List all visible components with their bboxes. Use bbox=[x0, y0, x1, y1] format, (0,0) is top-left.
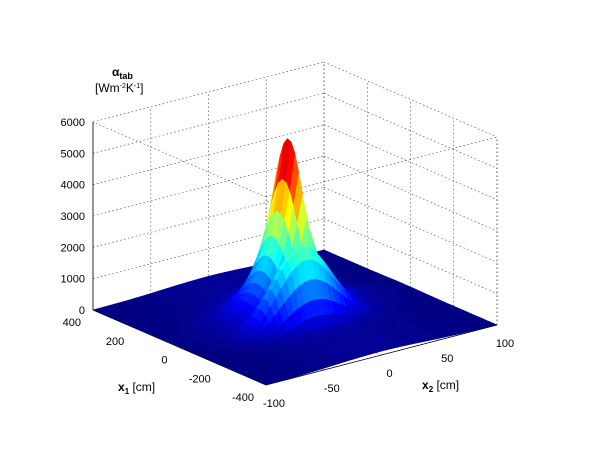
grid-line bbox=[323, 187, 498, 263]
axis-ticks: 01000200030004000500060004002000-200-400… bbox=[61, 117, 515, 410]
grid-line bbox=[323, 61, 498, 138]
surface-mesh bbox=[92, 137, 498, 386]
x1-tick-label: 0 bbox=[161, 355, 167, 367]
grid-line bbox=[323, 155, 498, 232]
z-axis-label-symbol: αtab bbox=[112, 65, 133, 81]
grid-line bbox=[323, 218, 498, 294]
x1-tick-label: -200 bbox=[189, 373, 211, 385]
x2-tick-label: -100 bbox=[263, 398, 285, 410]
x1-tick-label: -400 bbox=[232, 392, 254, 404]
x2-axis-label: x2 [cm] bbox=[422, 378, 459, 394]
z-tick-label: 3000 bbox=[61, 211, 85, 223]
z-tick-label: 5000 bbox=[61, 148, 85, 160]
x2-axis-line bbox=[265, 324, 498, 386]
z-tick-label: 6000 bbox=[61, 117, 85, 129]
box-top-edge bbox=[92, 121, 267, 198]
x2-tick-label: 100 bbox=[496, 338, 514, 350]
z-tick-label: 1000 bbox=[61, 274, 85, 286]
x2-tick-label: -50 bbox=[324, 383, 340, 395]
z-tick-label: 2000 bbox=[61, 242, 85, 254]
x1-axis-label: x1 [cm] bbox=[118, 380, 155, 396]
x1-tick-label: 400 bbox=[63, 317, 81, 329]
z-tick-label: 4000 bbox=[61, 180, 85, 192]
z-axis-label-unit: [Wm-2K-1] bbox=[95, 81, 143, 95]
z-tick-label: 0 bbox=[79, 305, 85, 317]
x2-tick-label: 50 bbox=[441, 353, 453, 365]
grid-line bbox=[323, 93, 498, 169]
x2-tick-label: 0 bbox=[386, 368, 392, 380]
x1-tick-label: 200 bbox=[106, 336, 124, 348]
grid-line bbox=[323, 124, 498, 200]
surface-cell bbox=[261, 381, 272, 386]
